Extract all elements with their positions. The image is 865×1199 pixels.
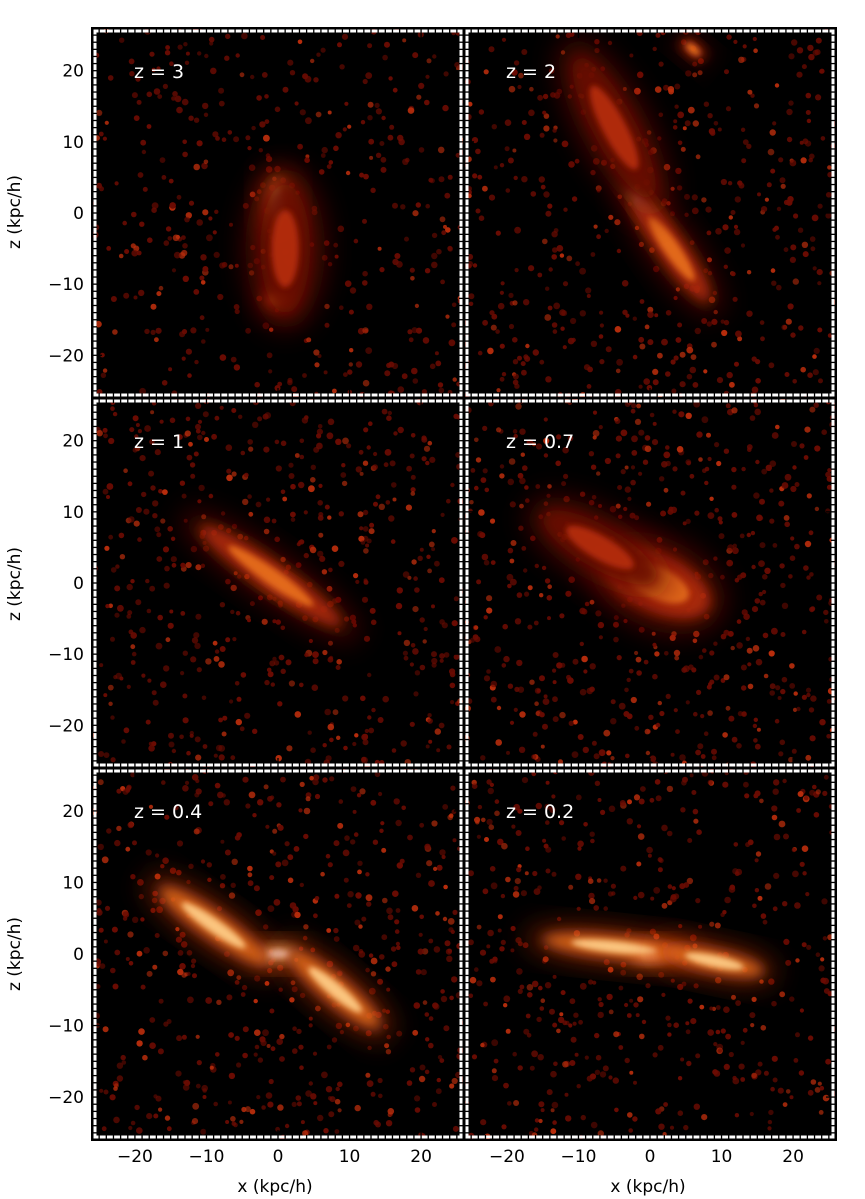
y-tick-label: −20 bbox=[48, 1088, 84, 1108]
y-tick-label: 10 bbox=[62, 873, 84, 893]
x-tick-label: −10 bbox=[561, 1147, 597, 1167]
panel-label: z = 0.4 bbox=[134, 801, 202, 823]
panel-5: z = 0.4 bbox=[92, 768, 464, 1140]
galaxy-image bbox=[464, 28, 836, 398]
panel-label: z = 3 bbox=[134, 61, 184, 83]
y-tick-label: 10 bbox=[62, 133, 84, 153]
x-tick-label: 0 bbox=[645, 1147, 656, 1167]
axes-layer: −20 −10 0 10 20 −20 −10 0 10 20 −20 −10 0 10 20 −20 −10 0… bbox=[48, 27, 837, 1167]
galaxy-structure bbox=[146, 876, 392, 1039]
panel-label: z = 0.2 bbox=[506, 801, 574, 823]
y-tick-label: 20 bbox=[62, 432, 84, 452]
galaxy-image bbox=[464, 398, 836, 768]
galaxy-structure bbox=[181, 511, 360, 641]
y-tick-label: −10 bbox=[48, 1017, 84, 1037]
y-tick-label: 0 bbox=[73, 574, 84, 594]
x-axis-title-left: x (kpc/h) bbox=[237, 1177, 312, 1197]
panel-6: z = 0.2 bbox=[464, 768, 836, 1140]
galaxy-image bbox=[92, 398, 464, 768]
panel-4: z = 0.7 bbox=[464, 398, 836, 768]
y-tick-label: −10 bbox=[48, 275, 84, 295]
x-axis-title-right: x (kpc/h) bbox=[610, 1177, 685, 1197]
panel-axes: −20 −10 0 10 20 −20 −10 0 10 20 bbox=[48, 767, 465, 1167]
panels-layer: z = 3 z = 2 z = 1 z = 0.7 z = 0.4 z = 0.2 bbox=[92, 28, 836, 1140]
y-tick-label: −20 bbox=[48, 716, 84, 736]
x-tick-label: −20 bbox=[117, 1147, 153, 1167]
y-tick-label: 0 bbox=[73, 945, 84, 965]
y-axis-title-row-1: z (kpc/h) bbox=[5, 175, 25, 249]
panel-3: z = 1 bbox=[92, 398, 464, 768]
panel-1: z = 3 bbox=[92, 28, 464, 398]
y-tick-label: −10 bbox=[48, 645, 84, 665]
galaxy-image bbox=[92, 768, 464, 1140]
y-tick-label: −20 bbox=[48, 346, 84, 366]
panel-2: z = 2 bbox=[464, 28, 836, 398]
x-tick-label: −10 bbox=[189, 1147, 225, 1167]
panel-label: z = 0.7 bbox=[506, 431, 574, 453]
x-tick-label: 0 bbox=[273, 1147, 284, 1167]
y-axis-title-row-2: z (kpc/h) bbox=[5, 547, 25, 621]
panel-label: z = 2 bbox=[506, 61, 556, 83]
y-tick-label: 10 bbox=[62, 503, 84, 523]
x-tick-label: 10 bbox=[711, 1147, 733, 1167]
galaxy-structure bbox=[528, 497, 725, 635]
y-tick-label: 0 bbox=[73, 204, 84, 224]
y-axis-title-row-3: z (kpc/h) bbox=[5, 917, 25, 991]
x-tick-label: 10 bbox=[339, 1147, 361, 1167]
galaxy-structure bbox=[559, 34, 722, 316]
x-tick-label: −20 bbox=[489, 1147, 525, 1167]
galaxy-image bbox=[92, 28, 464, 398]
x-tick-label: 20 bbox=[410, 1147, 432, 1167]
x-tick-label: 20 bbox=[782, 1147, 804, 1167]
galaxy-structure bbox=[525, 927, 776, 983]
panel-label: z = 1 bbox=[134, 431, 184, 453]
galaxy-structure bbox=[245, 168, 326, 330]
galaxy-image bbox=[464, 768, 836, 1140]
y-tick-label: 20 bbox=[62, 62, 84, 82]
y-tick-label: 20 bbox=[62, 802, 84, 822]
panel-axes: −20 −10 0 10 20 bbox=[463, 767, 837, 1167]
